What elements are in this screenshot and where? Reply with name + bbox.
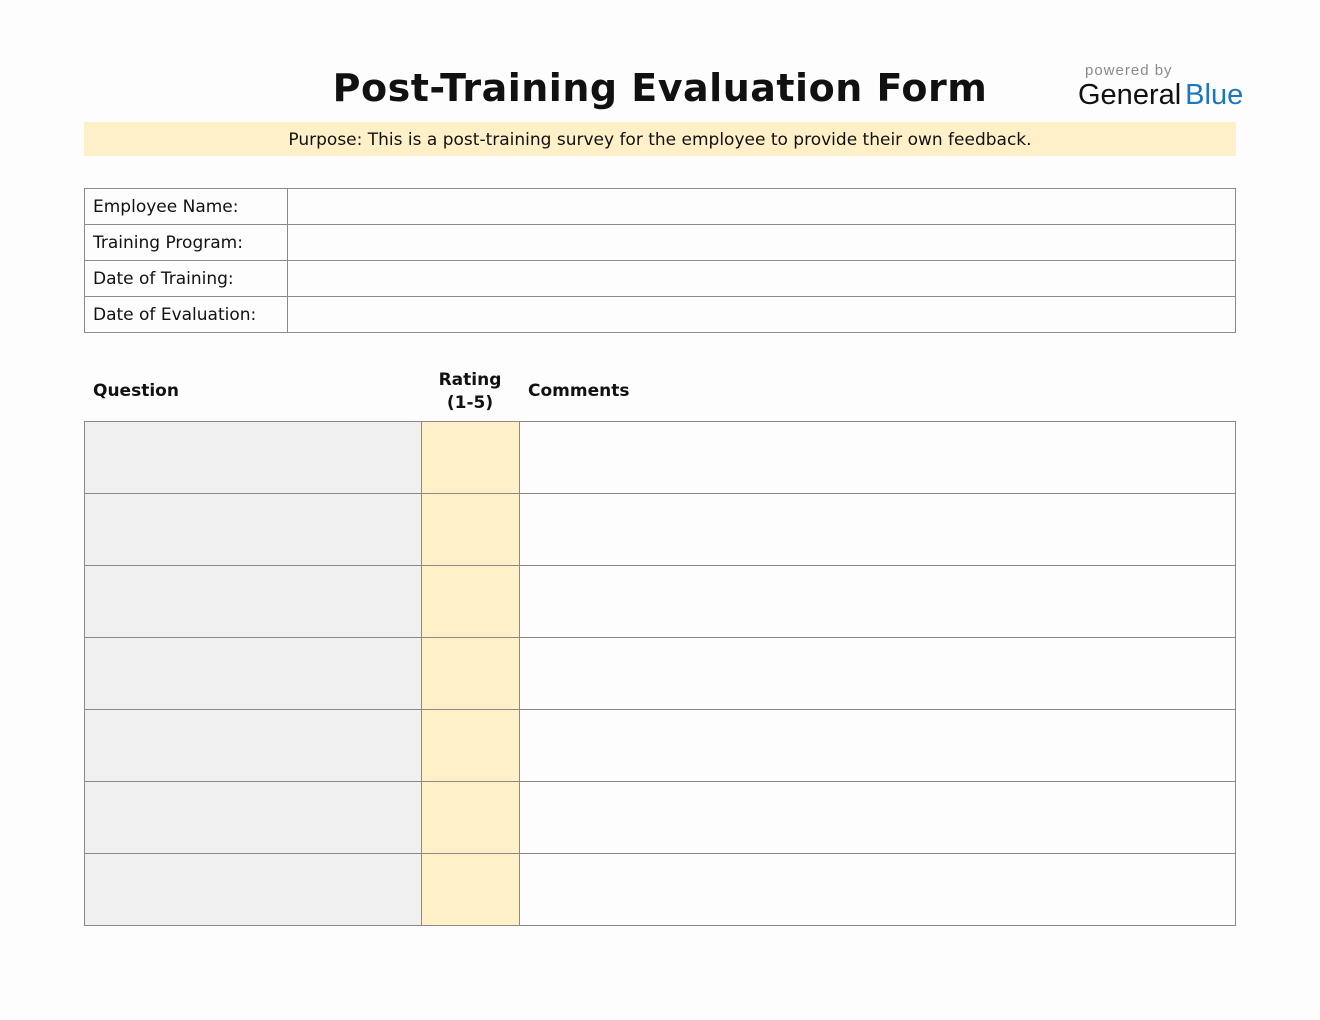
rating-header: Rating (1-5) <box>421 369 519 415</box>
question-cell[interactable] <box>84 853 422 926</box>
question-cell[interactable] <box>84 493 422 566</box>
brand-blue: Blue <box>1185 79 1244 111</box>
brand-general: General <box>1078 79 1182 111</box>
rating-header-line2: (1-5) <box>446 393 494 413</box>
info-value-field[interactable] <box>287 296 1236 333</box>
info-row: Date of Evaluation: <box>84 296 1236 333</box>
evaluation-row <box>84 637 1236 710</box>
rating-cell[interactable] <box>421 421 520 494</box>
comments-cell[interactable] <box>519 637 1236 710</box>
page-title: Post-Training Evaluation Form <box>332 66 988 110</box>
info-value-field[interactable] <box>287 224 1236 261</box>
info-value-field[interactable] <box>287 188 1236 225</box>
evaluation-row <box>84 493 1236 566</box>
evaluation-row <box>84 421 1236 494</box>
comments-cell[interactable] <box>519 853 1236 926</box>
rating-cell[interactable] <box>421 709 520 782</box>
info-value-field[interactable] <box>287 260 1236 297</box>
evaluation-table <box>84 421 1236 926</box>
evaluation-row <box>84 781 1236 854</box>
question-cell[interactable] <box>84 781 422 854</box>
comments-cell[interactable] <box>519 565 1236 638</box>
generalblue-logo: powered by General Blue <box>1078 62 1243 111</box>
employee-info-table: Employee Name: Training Program: Date of T… <box>84 188 1236 333</box>
question-cell[interactable] <box>84 637 422 710</box>
question-cell[interactable] <box>84 709 422 782</box>
comments-cell[interactable] <box>519 709 1236 782</box>
question-cell[interactable] <box>84 565 422 638</box>
brand-name: General Blue <box>1078 79 1243 111</box>
evaluation-row <box>84 853 1236 926</box>
powered-by-text: powered by <box>1085 62 1173 79</box>
comments-header: Comments <box>528 381 630 401</box>
evaluation-row <box>84 709 1236 782</box>
info-label: Training Program: <box>84 224 288 261</box>
info-label: Date of Evaluation: <box>84 296 288 333</box>
comments-cell[interactable] <box>519 781 1236 854</box>
rating-cell[interactable] <box>421 565 520 638</box>
comments-cell[interactable] <box>519 421 1236 494</box>
rating-cell[interactable] <box>421 493 520 566</box>
rating-header-line1: Rating <box>438 370 502 390</box>
rating-cell[interactable] <box>421 853 520 926</box>
info-row: Training Program: <box>84 224 1236 261</box>
comments-cell[interactable] <box>519 493 1236 566</box>
rating-cell[interactable] <box>421 781 520 854</box>
info-label: Date of Training: <box>84 260 288 297</box>
rating-cell[interactable] <box>421 637 520 710</box>
question-cell[interactable] <box>84 421 422 494</box>
info-row: Date of Training: <box>84 260 1236 297</box>
question-header: Question <box>93 381 179 401</box>
info-label: Employee Name: <box>84 188 288 225</box>
info-row: Employee Name: <box>84 188 1236 225</box>
evaluation-row <box>84 565 1236 638</box>
purpose-banner: Purpose: This is a post-training survey … <box>84 122 1236 156</box>
